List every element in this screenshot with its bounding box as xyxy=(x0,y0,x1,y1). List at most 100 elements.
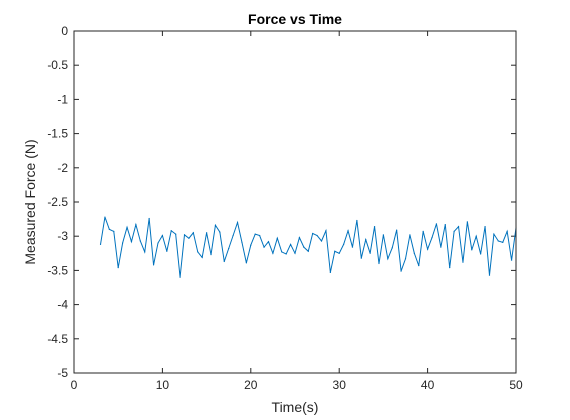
force-data-point xyxy=(484,226,486,228)
force-data-point xyxy=(365,239,367,241)
force-data-point xyxy=(267,241,270,243)
force-data-point xyxy=(493,233,495,235)
force-data-point xyxy=(466,221,468,223)
force-data-point xyxy=(206,232,208,234)
force-data-point xyxy=(108,228,110,230)
force-data-point xyxy=(453,230,455,233)
force-data-point xyxy=(139,240,141,242)
force-data-point xyxy=(457,226,460,228)
force-data-point xyxy=(188,237,190,239)
force-data-point xyxy=(382,234,384,236)
force-data-point xyxy=(471,249,473,251)
x-tick-label: 50 xyxy=(509,378,523,392)
y-tick-label: -3 xyxy=(57,229,68,243)
force-data-point xyxy=(223,260,225,263)
force-data-point xyxy=(99,243,102,246)
axes-box xyxy=(73,30,517,374)
force-data-point xyxy=(338,252,340,254)
force-data-point xyxy=(488,274,491,276)
force-data-point xyxy=(214,224,217,226)
y-tick-label: -1.5 xyxy=(47,127,68,141)
force-data-point xyxy=(409,234,411,236)
force-data-point xyxy=(259,234,261,237)
force-data-point xyxy=(130,241,133,243)
y-tick-label: -2 xyxy=(57,161,68,175)
force-data-point xyxy=(440,246,442,248)
force-data-point xyxy=(175,233,177,235)
force-data-point xyxy=(144,251,146,253)
force-data-point xyxy=(250,244,252,246)
force-data-point xyxy=(312,232,314,235)
force-data-point xyxy=(241,241,243,243)
force-data-point xyxy=(404,258,407,260)
x-tick-label: 20 xyxy=(244,378,258,392)
force-data-point xyxy=(356,219,358,222)
force-data-point xyxy=(316,234,318,237)
force-data-point xyxy=(254,233,256,235)
force-data-point xyxy=(126,226,128,228)
force-data-point xyxy=(210,254,212,256)
y-tick-label: -5 xyxy=(57,366,68,380)
force-data-point xyxy=(294,252,296,254)
force-data-point xyxy=(236,221,239,224)
x-axis-label: Time(s) xyxy=(272,399,319,415)
force-data-point xyxy=(351,246,354,248)
force-data-point xyxy=(298,236,301,239)
force-data-point xyxy=(219,231,221,233)
y-tick-label: -3.5 xyxy=(47,263,68,277)
force-data-point xyxy=(475,235,477,237)
force-data-point xyxy=(373,226,376,228)
force-data-point xyxy=(449,267,451,269)
force-data-point xyxy=(400,270,402,272)
force-data-point xyxy=(427,248,429,250)
force-data-point xyxy=(232,234,234,237)
x-tick-label: 40 xyxy=(421,378,435,392)
force-data-point xyxy=(281,251,283,253)
force-data-point xyxy=(360,257,362,259)
x-tick-label: 30 xyxy=(333,378,347,392)
y-tick-label: -0.5 xyxy=(47,58,68,72)
force-data-point xyxy=(170,230,172,232)
force-data-point xyxy=(122,242,124,244)
force-data-point xyxy=(179,276,181,278)
force-data-point xyxy=(347,230,349,232)
y-tick-label: -4 xyxy=(57,298,68,312)
force-data-point xyxy=(183,234,186,236)
force-data-point xyxy=(152,264,155,266)
ticks-layer: 0 10 20 30 40 50 0 -0.5 -1 -1.5 -2 -2.5 -3 -3.5 -4 -4.5… xyxy=(47,24,523,392)
force-data-point xyxy=(117,267,119,269)
force-data-point xyxy=(285,253,287,255)
force-data-point xyxy=(396,229,398,231)
plot-area xyxy=(74,31,516,373)
force-data-point xyxy=(387,258,389,260)
force-data-point xyxy=(435,223,438,225)
force-data-point xyxy=(378,262,380,265)
force-data-point xyxy=(272,252,274,254)
force-data-point xyxy=(135,223,137,226)
force-data-point xyxy=(201,256,203,258)
force-data-point xyxy=(197,251,199,253)
x-tick-label: 10 xyxy=(156,378,170,392)
force-data-point xyxy=(480,253,482,255)
force-data-point xyxy=(263,246,265,248)
force-data-point xyxy=(289,243,292,246)
force-data-point xyxy=(276,237,278,239)
force-data-point xyxy=(497,240,499,242)
force-data-point xyxy=(462,261,464,263)
force-data-point xyxy=(303,246,305,248)
force-data-point xyxy=(228,247,230,250)
x-tick-label: 0 xyxy=(71,378,78,392)
y-axis-label: Measured Force (N) xyxy=(22,139,38,264)
force-data-point xyxy=(166,250,168,252)
force-data-point xyxy=(369,252,371,254)
force-data-point xyxy=(422,230,424,233)
series-layer xyxy=(99,216,517,278)
y-tick-label: -1 xyxy=(57,92,68,106)
force-data-point xyxy=(320,240,323,242)
force-data-point xyxy=(506,230,508,233)
force-data-point xyxy=(329,271,331,274)
force-data-point xyxy=(307,250,309,252)
force-data-point xyxy=(245,262,247,264)
y-tick-label: -4.5 xyxy=(47,332,68,346)
force-data-point xyxy=(192,232,194,234)
